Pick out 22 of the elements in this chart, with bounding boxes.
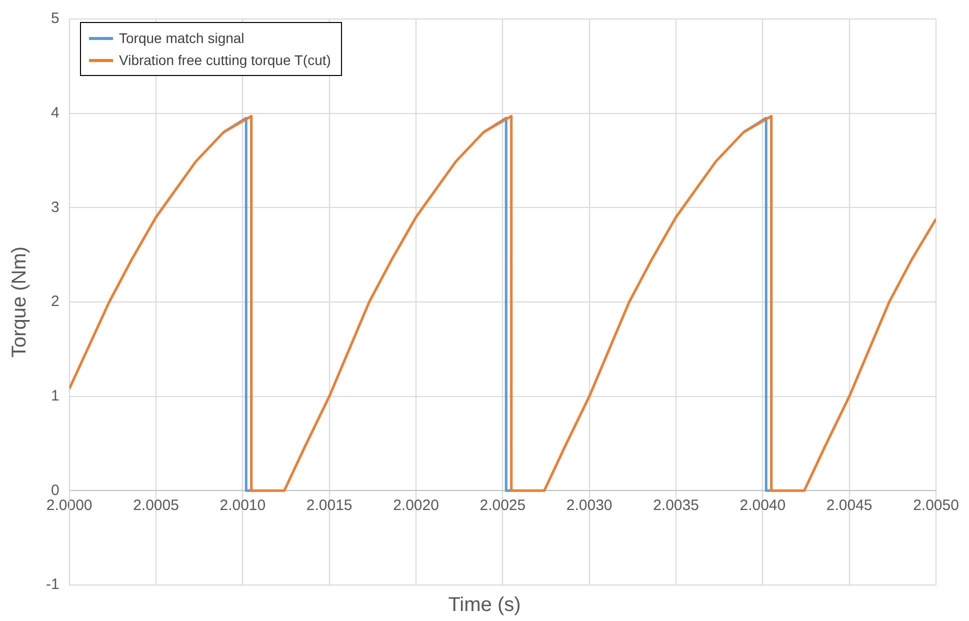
x-tick-label: 2.0020 xyxy=(393,496,439,514)
x-axis-title: Time (s) xyxy=(447,594,522,617)
y-axis-title: Torque (Nm) xyxy=(8,246,31,358)
x-tick-label: 2.0015 xyxy=(306,496,352,514)
y-tick-label: 3 xyxy=(50,198,60,216)
x-tick-label: 2.0045 xyxy=(826,496,872,514)
x-tick-label: 2.0035 xyxy=(653,496,699,514)
y-tick-label: 0 xyxy=(50,482,60,499)
y-tick-label: 2 xyxy=(50,293,60,310)
x-tick-label: 2.0030 xyxy=(566,496,612,514)
x-tick-label: 2.0000 xyxy=(46,496,92,514)
y-tick-label: -1 xyxy=(46,576,60,594)
x-tick-label: 2.0050 xyxy=(913,496,959,514)
legend-label: Vibration free cutting torque T(cut) xyxy=(119,52,331,68)
y-tick-label: 4 xyxy=(50,104,60,122)
x-tick-label: 2.0025 xyxy=(480,496,526,514)
x-tick-label: 2.0040 xyxy=(740,496,786,514)
x-tick-label: 2.0010 xyxy=(220,496,266,514)
y-tick-label: 5 xyxy=(50,10,60,28)
legend-label: Torque match signal xyxy=(119,30,244,46)
y-tick-label: 1 xyxy=(50,387,60,404)
x-tick-label: 2.0005 xyxy=(133,496,179,514)
